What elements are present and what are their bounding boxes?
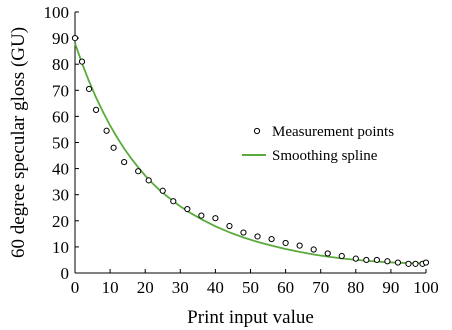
y-tick-label: 40 <box>52 160 69 179</box>
y-tick-label: 20 <box>52 212 69 231</box>
measurement-point <box>422 259 430 266</box>
measurement-point <box>384 258 391 265</box>
measurement-point <box>282 239 289 247</box>
measurement-point <box>405 260 412 267</box>
measurement-point <box>310 246 317 253</box>
y-tick-label: 50 <box>52 134 69 153</box>
measurement-point <box>198 212 205 219</box>
measurement-point <box>78 58 86 65</box>
measurement-point <box>324 250 331 257</box>
legend-marker-measurement <box>253 127 261 135</box>
spline-layer <box>74 43 426 265</box>
x-tick-label: 60 <box>277 278 294 297</box>
measurement-point <box>338 252 345 260</box>
measurement-point <box>373 256 380 264</box>
legend-label-spline: Smoothing spline <box>272 148 378 164</box>
smoothing-spline-line <box>74 43 426 265</box>
measurement-point <box>254 233 261 240</box>
y-tick-label: 70 <box>52 81 69 100</box>
measurement-point <box>121 158 128 166</box>
y-tick-label: 60 <box>52 107 69 126</box>
tick-labels: 0 10 20 30 40 50 60 70 80 90 100 0 10 20 30 40 50 60 70 80 9… <box>44 3 439 297</box>
measurement-points <box>71 35 430 267</box>
measurement-point <box>352 255 359 262</box>
x-axis-label: Print input value <box>187 307 314 328</box>
x-tick-label: 30 <box>172 278 189 297</box>
measurement-point <box>170 198 177 205</box>
y-tick-label: 80 <box>52 55 69 74</box>
x-tick-label: 100 <box>413 278 439 297</box>
measurement-point <box>159 187 166 194</box>
x-tick-label: 80 <box>347 278 364 297</box>
measurement-point <box>394 259 402 266</box>
measurement-point <box>85 85 93 93</box>
x-tick-label: 0 <box>71 278 80 297</box>
measurement-point <box>296 242 303 249</box>
x-tick-label: 50 <box>242 278 259 297</box>
y-tick-label: 100 <box>44 3 70 22</box>
measurement-point <box>184 205 191 213</box>
x-tick-label: 40 <box>207 278 224 297</box>
measurement-point <box>110 144 117 151</box>
y-tick-label: 10 <box>52 238 69 257</box>
y-tick-label: 30 <box>52 186 69 205</box>
x-tick-label: 20 <box>137 278 154 297</box>
legend: Measurement points Smoothing spline <box>242 124 394 164</box>
measurement-point <box>363 256 370 264</box>
x-tick-label: 10 <box>102 278 119 297</box>
measurement-point <box>226 222 233 230</box>
x-tick-label: 70 <box>312 278 329 297</box>
measurement-point <box>145 177 152 184</box>
y-axis-label: 60 degree specular gloss (GU) <box>8 27 29 258</box>
y-tick-label: 90 <box>52 29 69 48</box>
measurement-point <box>212 215 219 222</box>
measurement-point <box>268 235 275 243</box>
measurement-point <box>412 260 419 267</box>
measurement-point <box>92 106 100 113</box>
measurement-point <box>135 168 142 175</box>
measurement-point <box>240 229 247 236</box>
measurement-point <box>71 35 79 42</box>
legend-label-measurement: Measurement points <box>272 124 394 140</box>
x-tick-label: 90 <box>382 278 399 297</box>
y-tick-label: 0 <box>61 264 70 283</box>
axes <box>74 11 427 274</box>
measurement-point <box>103 127 110 134</box>
